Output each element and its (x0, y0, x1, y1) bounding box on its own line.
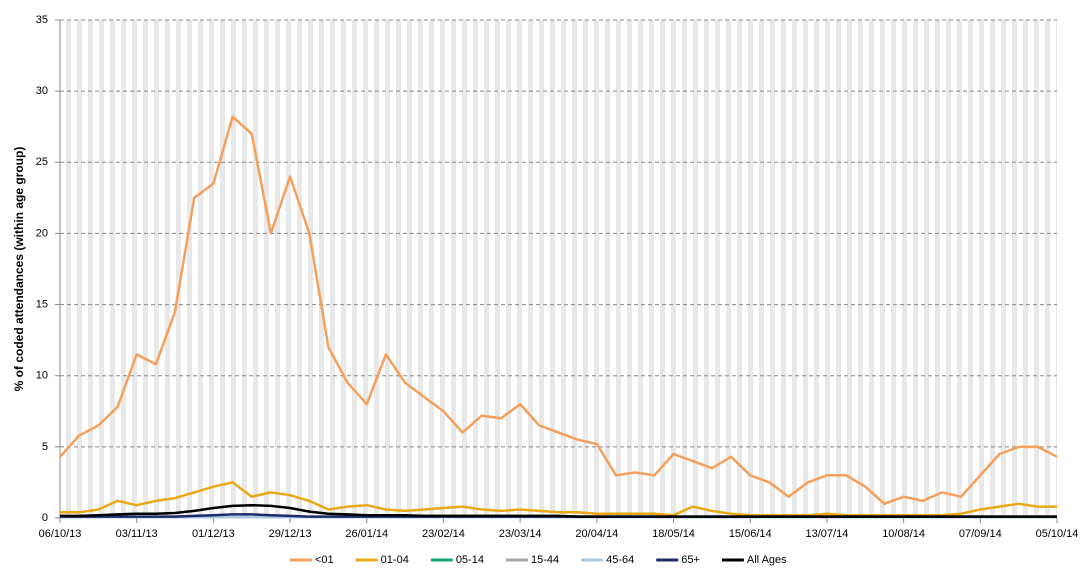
legend-label: 05-14 (456, 554, 484, 566)
y-tick-label: 15 (36, 298, 48, 310)
legend-label: 65+ (681, 554, 700, 566)
series-line (59, 115, 1058, 506)
y-tick-label: 35 (36, 14, 48, 26)
x-tick-label: 18/05/14 (652, 528, 695, 540)
y-tick-label: 30 (36, 85, 48, 97)
x-tick-label: 13/07/14 (806, 528, 849, 540)
series-line (60, 503, 1057, 518)
x-tick-label: 29/12/13 (269, 528, 312, 540)
plot-background (60, 20, 1057, 518)
y-tick-label: 20 (36, 227, 48, 239)
x-tick-label: 26/01/14 (345, 528, 388, 540)
y-tick-label: 10 (36, 370, 48, 382)
legend-label: 45-64 (606, 554, 634, 566)
x-tick-label: 23/02/14 (422, 528, 465, 540)
legend-label: All Ages (747, 554, 787, 566)
x-tick-label: 01/12/13 (192, 528, 235, 540)
legend-label: <01 (315, 554, 334, 566)
x-tick-label: 15/06/14 (729, 528, 772, 540)
legend-label: 15-44 (531, 554, 559, 566)
y-tick-label: 25 (36, 156, 48, 168)
x-tick-label: 03/11/13 (116, 528, 158, 540)
y-tick-label: 5 (42, 441, 48, 453)
series-line (60, 481, 1057, 517)
x-tick-label: 10/08/14 (882, 528, 925, 540)
y-tick-label: 0 (42, 512, 48, 524)
x-tick-label: 06/10/13 (39, 528, 82, 540)
y-axis-label: % of coded attendances (within age group… (12, 147, 26, 392)
legend-label: 01-04 (381, 554, 409, 566)
x-tick-label: 23/03/14 (499, 528, 542, 540)
x-tick-label: 05/10/14 (1036, 528, 1079, 540)
x-tick-label: 07/09/14 (959, 528, 1002, 540)
x-tick-label: 20/04/14 (575, 528, 618, 540)
